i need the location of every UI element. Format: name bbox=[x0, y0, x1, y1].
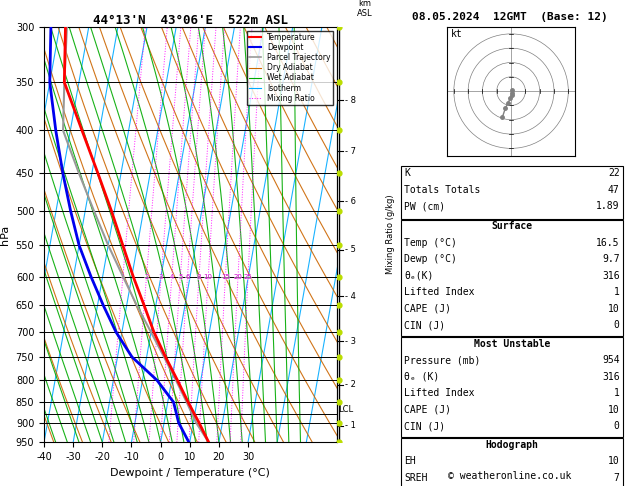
Text: EH: EH bbox=[404, 456, 416, 467]
Text: 316: 316 bbox=[602, 372, 620, 382]
Text: Lifted Index: Lifted Index bbox=[404, 287, 475, 297]
Text: - 7: - 7 bbox=[345, 147, 356, 156]
Text: 8: 8 bbox=[197, 274, 201, 279]
Text: - 5: - 5 bbox=[345, 245, 356, 254]
Text: - 8: - 8 bbox=[345, 96, 356, 105]
Text: 3: 3 bbox=[159, 274, 164, 279]
Text: 1.89: 1.89 bbox=[596, 201, 620, 211]
Text: 1: 1 bbox=[614, 287, 620, 297]
Text: 22: 22 bbox=[608, 168, 620, 178]
Text: 5: 5 bbox=[178, 274, 182, 279]
Text: 2: 2 bbox=[144, 274, 148, 279]
Text: 0: 0 bbox=[614, 320, 620, 330]
Text: SREH: SREH bbox=[404, 473, 428, 483]
Text: kt: kt bbox=[451, 29, 463, 39]
Text: 954: 954 bbox=[602, 355, 620, 365]
Text: - 4: - 4 bbox=[345, 292, 356, 301]
Text: Mixing Ratio (g/kg): Mixing Ratio (g/kg) bbox=[386, 195, 395, 274]
Text: 1: 1 bbox=[121, 274, 125, 279]
Text: 10: 10 bbox=[204, 274, 213, 279]
Text: Lifted Index: Lifted Index bbox=[404, 388, 475, 399]
Text: 20: 20 bbox=[233, 274, 242, 279]
Text: 4: 4 bbox=[170, 274, 174, 279]
Text: 10: 10 bbox=[608, 304, 620, 314]
Text: Most Unstable: Most Unstable bbox=[474, 339, 550, 349]
Text: 10: 10 bbox=[608, 405, 620, 415]
Text: PW (cm): PW (cm) bbox=[404, 201, 445, 211]
Text: Totals Totals: Totals Totals bbox=[404, 185, 481, 195]
Text: 1: 1 bbox=[614, 388, 620, 399]
Text: - 6: - 6 bbox=[345, 197, 356, 206]
Text: 0: 0 bbox=[614, 421, 620, 432]
Text: 316: 316 bbox=[602, 271, 620, 281]
Text: LCL: LCL bbox=[338, 405, 353, 414]
Legend: Temperature, Dewpoint, Parcel Trajectory, Dry Adiabat, Wet Adiabat, Isotherm, Mi: Temperature, Dewpoint, Parcel Trajectory… bbox=[247, 31, 333, 105]
Text: θₑ (K): θₑ (K) bbox=[404, 372, 440, 382]
Text: 15: 15 bbox=[221, 274, 230, 279]
Text: 25: 25 bbox=[243, 274, 252, 279]
Text: 7: 7 bbox=[614, 473, 620, 483]
Text: Pressure (mb): Pressure (mb) bbox=[404, 355, 481, 365]
Text: 16.5: 16.5 bbox=[596, 238, 620, 248]
Text: km
ASL: km ASL bbox=[357, 0, 372, 18]
Text: 9.7: 9.7 bbox=[602, 254, 620, 264]
Text: © weatheronline.co.uk: © weatheronline.co.uk bbox=[448, 471, 571, 481]
Text: - 3: - 3 bbox=[345, 337, 356, 346]
Text: 10: 10 bbox=[608, 456, 620, 467]
Text: Dewp (°C): Dewp (°C) bbox=[404, 254, 457, 264]
Title: 44°13'N  43°06'E  522m ASL: 44°13'N 43°06'E 522m ASL bbox=[92, 14, 288, 27]
Text: - 2: - 2 bbox=[345, 380, 356, 389]
X-axis label: Dewpoint / Temperature (°C): Dewpoint / Temperature (°C) bbox=[110, 468, 270, 478]
Text: - 1: - 1 bbox=[345, 421, 356, 430]
Text: Temp (°C): Temp (°C) bbox=[404, 238, 457, 248]
Text: Hodograph: Hodograph bbox=[486, 440, 538, 450]
Text: 6: 6 bbox=[186, 274, 190, 279]
Text: 47: 47 bbox=[608, 185, 620, 195]
Text: 08.05.2024  12GMT  (Base: 12): 08.05.2024 12GMT (Base: 12) bbox=[411, 12, 608, 22]
Text: K: K bbox=[404, 168, 410, 178]
Text: CAPE (J): CAPE (J) bbox=[404, 405, 452, 415]
Text: CAPE (J): CAPE (J) bbox=[404, 304, 452, 314]
Text: CIN (J): CIN (J) bbox=[404, 320, 445, 330]
Text: CIN (J): CIN (J) bbox=[404, 421, 445, 432]
Text: θₑ(K): θₑ(K) bbox=[404, 271, 434, 281]
Y-axis label: hPa: hPa bbox=[0, 225, 10, 244]
Text: Surface: Surface bbox=[491, 221, 533, 231]
